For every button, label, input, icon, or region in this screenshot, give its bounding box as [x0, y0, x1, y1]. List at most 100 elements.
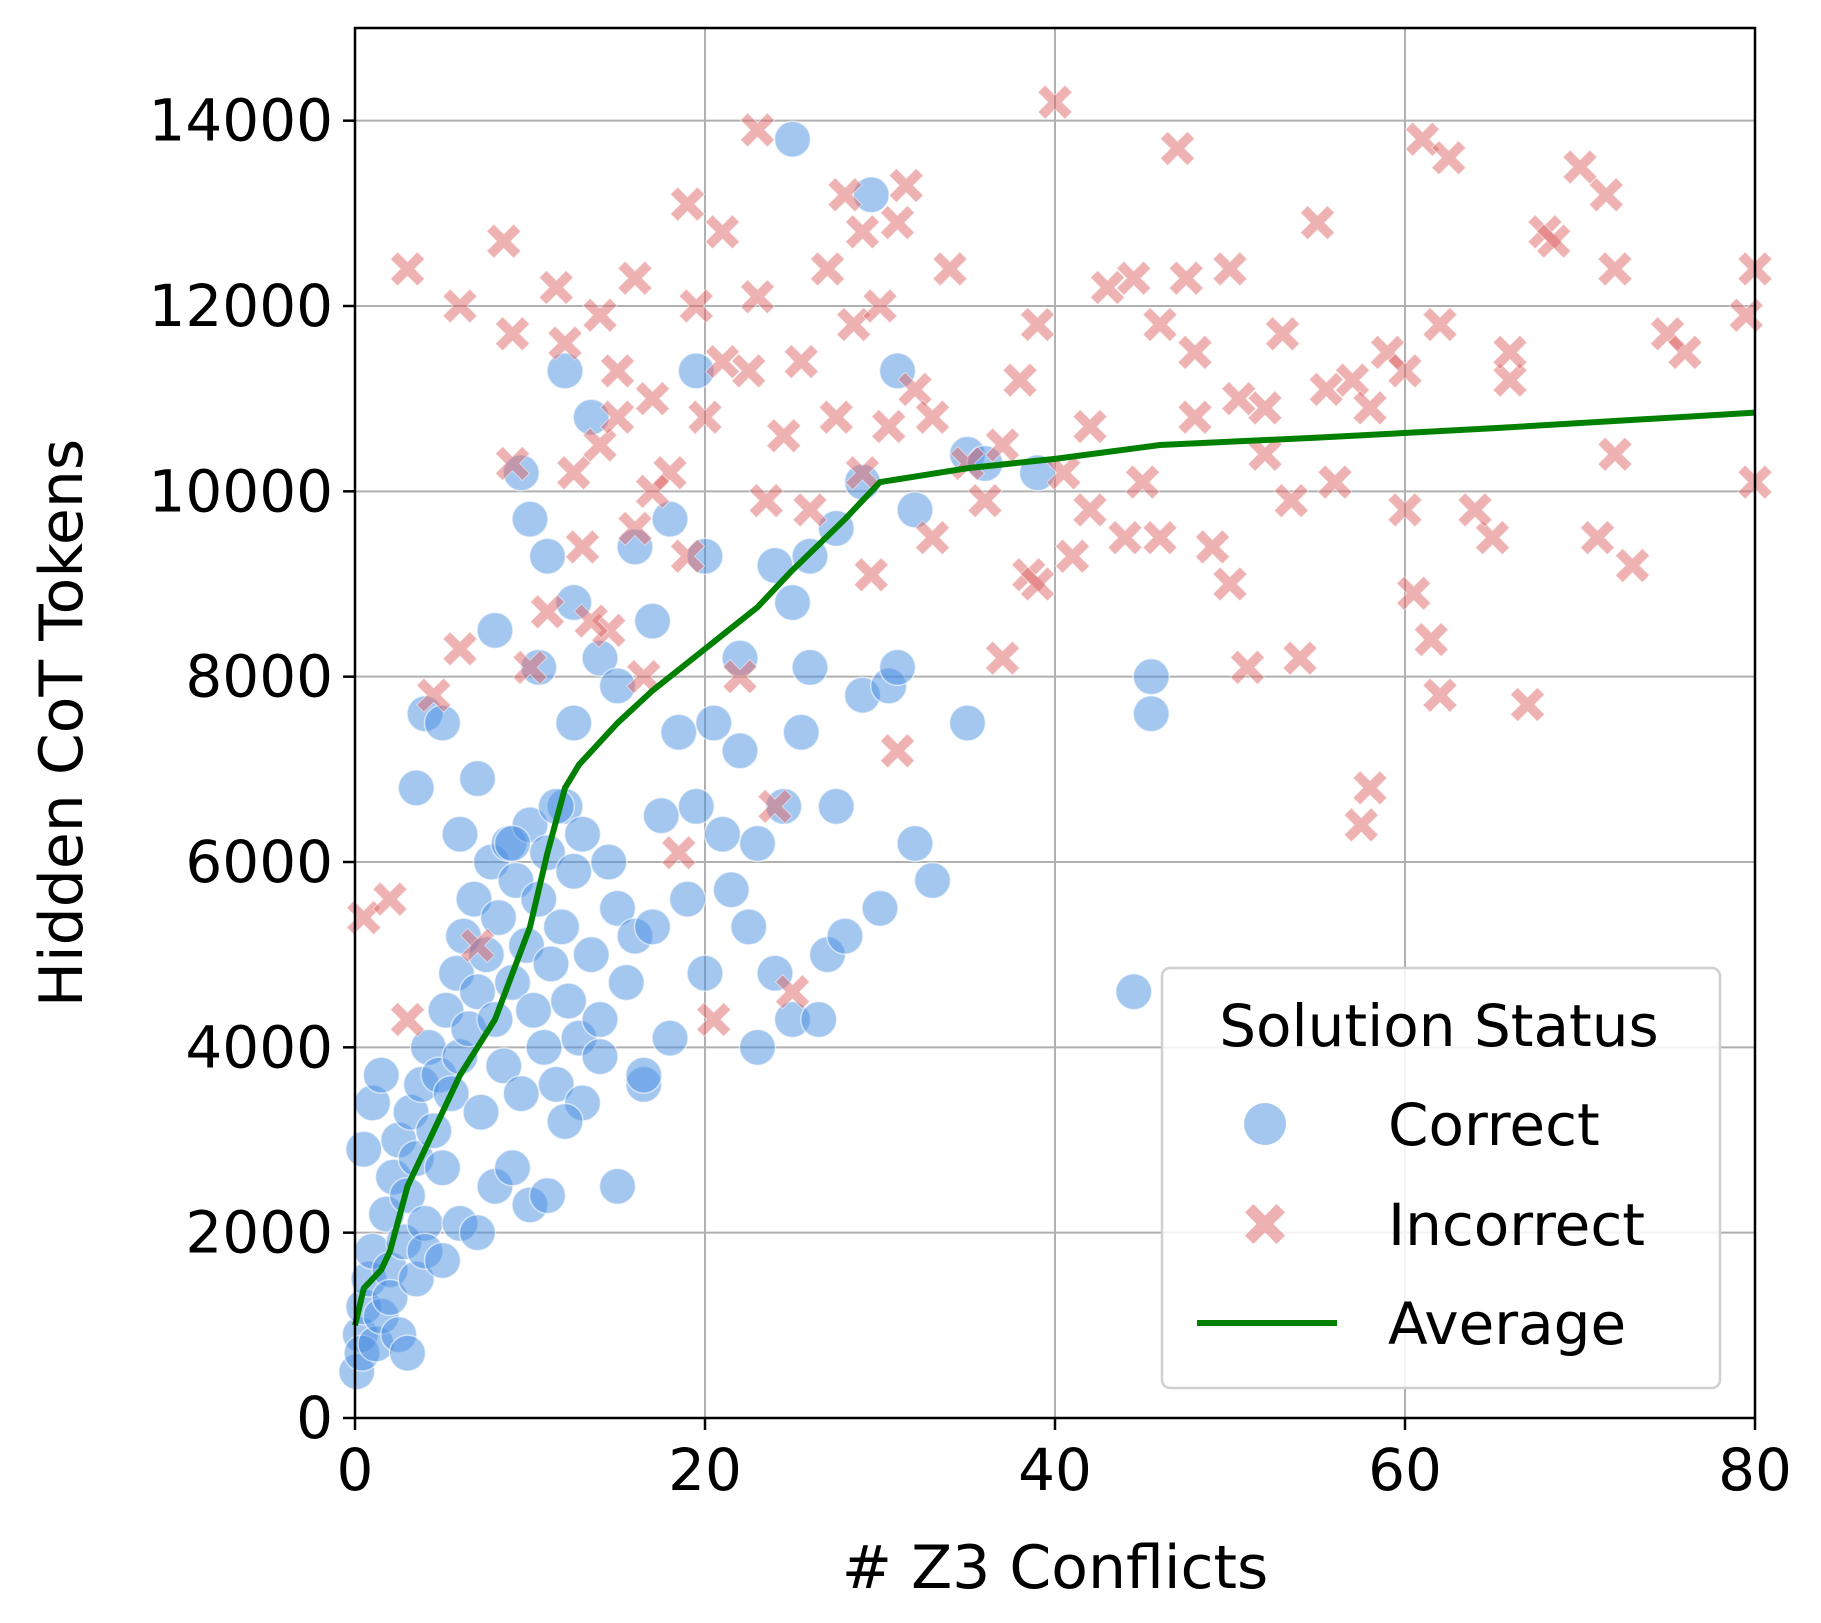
incorrect-point: [1116, 260, 1152, 296]
incorrect-point: [617, 510, 653, 547]
correct-point: [738, 824, 777, 863]
legend-marker-incorrect: [1245, 1204, 1285, 1244]
correct-point: [476, 611, 514, 650]
correct-point: [441, 815, 479, 853]
incorrect-point: [844, 214, 881, 250]
incorrect-point: [1247, 390, 1283, 426]
incorrect-point: [1142, 306, 1178, 343]
correct-point: [878, 648, 917, 687]
incorrect-point: [1221, 380, 1257, 417]
correct-point: [458, 759, 497, 798]
incorrect-point: [1387, 492, 1423, 528]
incorrect-point: [1089, 269, 1126, 306]
incorrect-point: [459, 927, 496, 964]
incorrect-point: [1492, 334, 1528, 371]
legend-box: [1160, 966, 1722, 1390]
correct-point: [651, 1019, 689, 1057]
incorrect-point: [1159, 130, 1196, 167]
correct-point: [532, 945, 570, 983]
y-tick-label: 12000: [148, 272, 333, 340]
incorrect-point: [871, 408, 907, 445]
incorrect-point: [591, 612, 627, 649]
correct-point: [581, 1037, 619, 1076]
incorrect-point: [634, 380, 671, 417]
incorrect-point: [1072, 408, 1108, 445]
correct-point: [502, 1074, 540, 1113]
correct-point: [485, 1047, 523, 1085]
correct-point: [549, 982, 588, 1020]
incorrect-point: [372, 881, 408, 917]
correct-point: [555, 704, 593, 742]
incorrect-point: [1536, 223, 1572, 259]
correct-point: [703, 815, 742, 853]
incorrect-point: [1614, 547, 1651, 584]
correct-point: [388, 1334, 427, 1372]
correct-point: [590, 843, 628, 881]
incorrect-point: [1396, 575, 1432, 611]
incorrect-point: [696, 1001, 732, 1038]
incorrect-point: [442, 631, 478, 667]
correct-point: [826, 917, 864, 955]
incorrect-point: [1107, 519, 1143, 556]
correct-point: [563, 815, 602, 853]
incorrect-point: [1492, 362, 1528, 398]
correct-point: [913, 861, 952, 900]
incorrect-point: [862, 288, 898, 324]
correct-point: [695, 704, 733, 742]
incorrect-point: [1352, 390, 1388, 426]
incorrect-point: [1334, 362, 1371, 398]
incorrect-point: [914, 519, 951, 556]
correct-point: [528, 537, 567, 575]
incorrect-point: [1072, 492, 1108, 528]
correct-point: [721, 732, 759, 770]
x-tick-label: 0: [337, 1436, 374, 1504]
legend: Solution Status Correct Incorrect Averag…: [1160, 966, 1722, 1390]
incorrect-point: [582, 427, 618, 463]
legend-label-average: Average: [1388, 1290, 1626, 1358]
correct-point: [1132, 694, 1170, 733]
incorrect-point: [529, 594, 566, 630]
x-tick-label: 20: [668, 1436, 742, 1504]
incorrect-point: [722, 658, 758, 695]
y-tick-label: 8000: [185, 643, 333, 711]
incorrect-point: [1264, 316, 1301, 352]
y-tick-label: 2000: [185, 1199, 333, 1267]
y-tick-label: 6000: [185, 828, 333, 896]
incorrect-point: [1046, 455, 1082, 491]
incorrect-point: [599, 353, 636, 389]
incorrect-point: [1194, 529, 1231, 565]
incorrect-point: [678, 288, 714, 324]
incorrect-point: [1247, 436, 1283, 472]
incorrect-point: [389, 1001, 426, 1038]
incorrect-point: [818, 399, 854, 435]
correct-point: [537, 1065, 575, 1104]
incorrect-point: [1168, 260, 1204, 296]
correct-point: [642, 796, 680, 835]
incorrect-point: [1019, 306, 1056, 343]
legend-label-correct: Correct: [1388, 1091, 1600, 1159]
incorrect-point: [1597, 251, 1633, 287]
incorrect-point: [1422, 306, 1458, 343]
incorrect-point: [599, 399, 636, 435]
incorrect-point: [739, 279, 776, 315]
incorrect-point: [1177, 399, 1213, 435]
correct-point: [493, 824, 532, 863]
correct-point: [607, 963, 645, 1002]
incorrect-point: [442, 288, 478, 324]
y-axis-title: Hidden CoT Tokens: [27, 439, 97, 1007]
correct-point: [345, 1130, 383, 1169]
incorrect-point: [573, 603, 609, 639]
average-line: [352, 409, 1756, 1326]
incorrect-point: [1177, 334, 1213, 371]
correct-point: [773, 120, 812, 158]
incorrect-point: [486, 223, 522, 259]
correct-point: [948, 704, 987, 742]
correct-point: [493, 1149, 532, 1187]
correct-point: [598, 889, 637, 928]
incorrect-point: [512, 649, 548, 686]
correct-point: [546, 352, 584, 390]
incorrect-point: [967, 482, 1003, 519]
incorrect-point: [669, 538, 706, 574]
